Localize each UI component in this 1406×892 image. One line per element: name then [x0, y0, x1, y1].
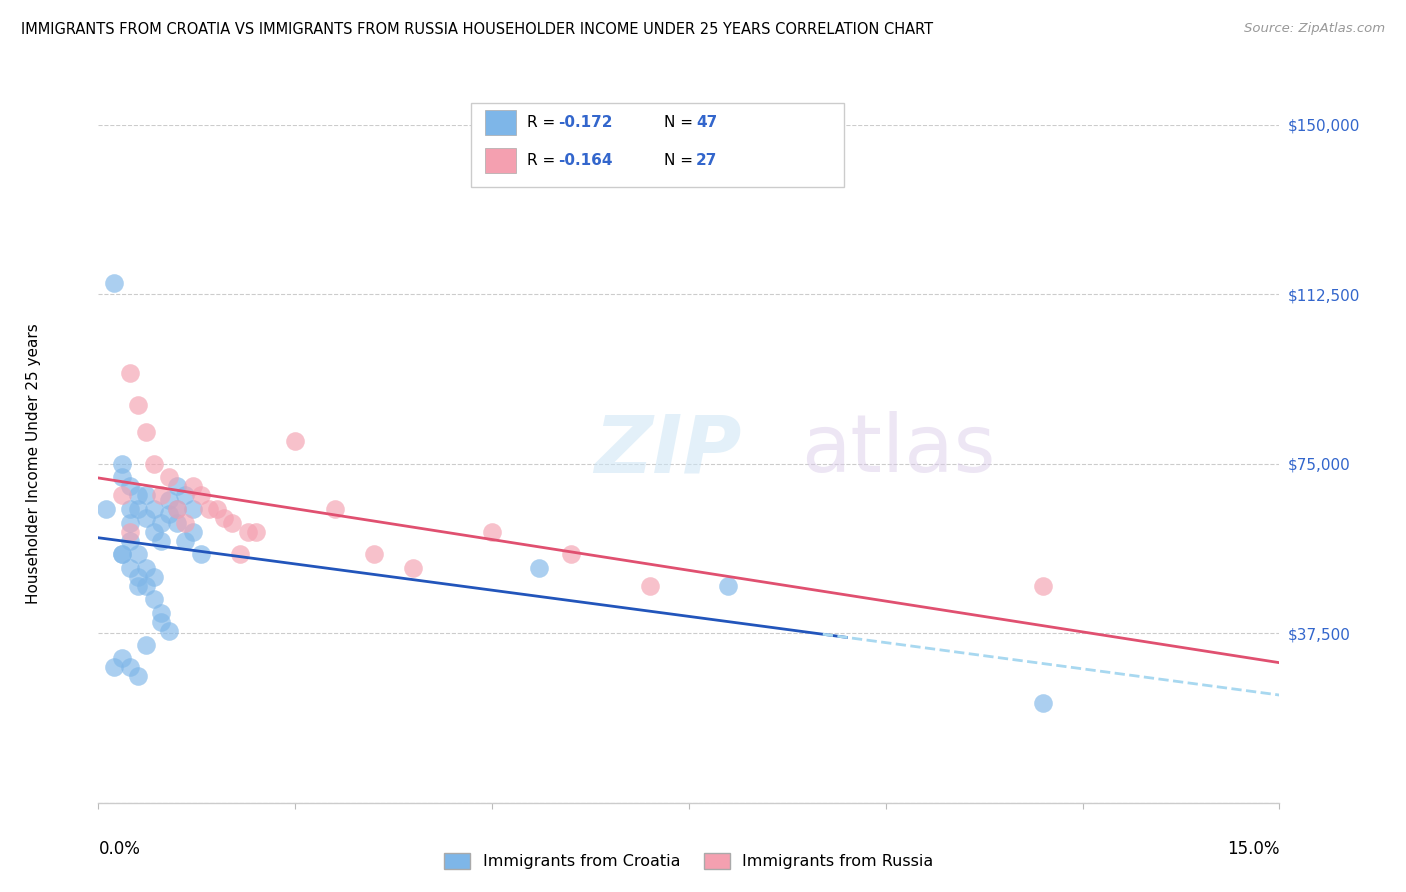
- Point: [127, 502, 149, 516]
- Point: [560, 547, 582, 561]
- Point: [363, 547, 385, 561]
- Point: [135, 579, 157, 593]
- Text: R =: R =: [527, 115, 561, 129]
- Point: [111, 651, 134, 665]
- Point: [174, 488, 197, 502]
- Point: [174, 533, 197, 548]
- Point: [150, 615, 173, 629]
- Point: [142, 592, 165, 607]
- Text: ZIP: ZIP: [595, 411, 742, 490]
- Point: [181, 502, 204, 516]
- Point: [174, 516, 197, 530]
- Point: [142, 502, 165, 516]
- Point: [118, 561, 141, 575]
- Point: [166, 502, 188, 516]
- Point: [111, 457, 134, 471]
- Point: [638, 579, 661, 593]
- Point: [190, 547, 212, 561]
- Point: [236, 524, 259, 539]
- Point: [181, 524, 204, 539]
- Point: [529, 561, 551, 575]
- Point: [157, 624, 180, 638]
- Point: [150, 516, 173, 530]
- Point: [118, 533, 141, 548]
- Point: [103, 276, 125, 290]
- Point: [197, 502, 219, 516]
- Point: [142, 570, 165, 584]
- Point: [150, 606, 173, 620]
- Point: [111, 470, 134, 484]
- Point: [135, 638, 157, 652]
- Text: Source: ZipAtlas.com: Source: ZipAtlas.com: [1244, 22, 1385, 36]
- Point: [127, 669, 149, 683]
- Point: [323, 502, 346, 516]
- Point: [205, 502, 228, 516]
- Text: -0.172: -0.172: [558, 115, 613, 129]
- Point: [150, 533, 173, 548]
- Point: [481, 524, 503, 539]
- Point: [135, 511, 157, 525]
- Point: [221, 516, 243, 530]
- Point: [214, 511, 236, 525]
- Point: [402, 561, 425, 575]
- Point: [157, 507, 180, 521]
- Point: [127, 570, 149, 584]
- Point: [118, 502, 141, 516]
- Point: [229, 547, 252, 561]
- Text: N =: N =: [664, 153, 697, 168]
- Text: 0.0%: 0.0%: [98, 840, 141, 858]
- Point: [127, 579, 149, 593]
- Point: [166, 502, 188, 516]
- Text: 47: 47: [696, 115, 717, 129]
- Text: R =: R =: [527, 153, 561, 168]
- Text: Householder Income Under 25 years: Householder Income Under 25 years: [25, 324, 41, 604]
- Point: [103, 660, 125, 674]
- Point: [157, 493, 180, 508]
- Point: [111, 547, 134, 561]
- Point: [118, 524, 141, 539]
- Text: IMMIGRANTS FROM CROATIA VS IMMIGRANTS FROM RUSSIA HOUSEHOLDER INCOME UNDER 25 YE: IMMIGRANTS FROM CROATIA VS IMMIGRANTS FR…: [21, 22, 934, 37]
- Point: [111, 488, 134, 502]
- Point: [1032, 579, 1054, 593]
- Point: [1032, 697, 1054, 711]
- Point: [135, 561, 157, 575]
- Point: [717, 579, 740, 593]
- Point: [245, 524, 267, 539]
- Point: [181, 479, 204, 493]
- Point: [166, 479, 188, 493]
- Point: [135, 425, 157, 440]
- Point: [166, 516, 188, 530]
- Text: -0.164: -0.164: [558, 153, 613, 168]
- Point: [157, 470, 180, 484]
- Text: 27: 27: [696, 153, 717, 168]
- Point: [118, 479, 141, 493]
- Text: 15.0%: 15.0%: [1227, 840, 1279, 858]
- Point: [118, 660, 141, 674]
- Text: N =: N =: [664, 115, 697, 129]
- Point: [150, 488, 173, 502]
- Point: [96, 502, 118, 516]
- Legend: Immigrants from Croatia, Immigrants from Russia: Immigrants from Croatia, Immigrants from…: [444, 854, 934, 870]
- Point: [190, 488, 212, 502]
- Point: [135, 488, 157, 502]
- Point: [127, 398, 149, 412]
- Point: [284, 434, 307, 449]
- Point: [127, 488, 149, 502]
- Point: [118, 367, 141, 381]
- Point: [118, 516, 141, 530]
- Text: atlas: atlas: [801, 411, 995, 490]
- Point: [127, 547, 149, 561]
- Point: [111, 547, 134, 561]
- Point: [142, 524, 165, 539]
- Point: [142, 457, 165, 471]
